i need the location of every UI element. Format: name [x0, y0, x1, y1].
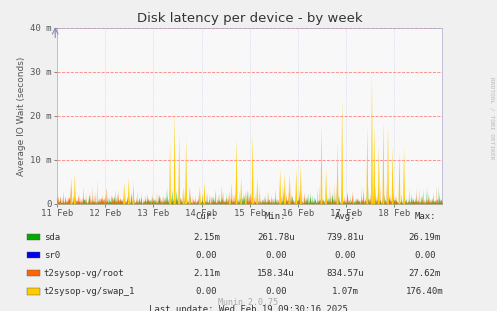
- Y-axis label: Average IO Wait (seconds): Average IO Wait (seconds): [17, 56, 26, 175]
- Text: 0.00: 0.00: [195, 251, 217, 260]
- Text: 0.00: 0.00: [265, 287, 287, 296]
- Text: t2sysop-vg/root: t2sysop-vg/root: [44, 269, 124, 278]
- Text: t2sysop-vg/swap_1: t2sysop-vg/swap_1: [44, 287, 135, 296]
- Text: 2.11m: 2.11m: [193, 269, 220, 278]
- Text: 1.07m: 1.07m: [332, 287, 359, 296]
- Text: Munin 2.0.75: Munin 2.0.75: [219, 298, 278, 307]
- Text: 2.15m: 2.15m: [193, 233, 220, 242]
- Text: 0.00: 0.00: [265, 251, 287, 260]
- Text: 739.81u: 739.81u: [327, 233, 364, 242]
- Title: Disk latency per device - by week: Disk latency per device - by week: [137, 12, 362, 26]
- Text: Min:: Min:: [265, 212, 287, 221]
- Text: 26.19m: 26.19m: [409, 233, 441, 242]
- Text: 0.00: 0.00: [334, 251, 356, 260]
- Text: 27.62m: 27.62m: [409, 269, 441, 278]
- Text: 834.57u: 834.57u: [327, 269, 364, 278]
- Text: 261.78u: 261.78u: [257, 233, 295, 242]
- Text: sr0: sr0: [44, 251, 60, 260]
- Text: RRDTOOL / TOBI OETIKER: RRDTOOL / TOBI OETIKER: [490, 77, 495, 160]
- Text: Last update: Wed Feb 19 09:30:16 2025: Last update: Wed Feb 19 09:30:16 2025: [149, 305, 348, 311]
- Text: Cur:: Cur:: [195, 212, 217, 221]
- Text: Max:: Max:: [414, 212, 436, 221]
- Text: 158.34u: 158.34u: [257, 269, 295, 278]
- Text: Avg:: Avg:: [334, 212, 356, 221]
- Text: sda: sda: [44, 233, 60, 242]
- Text: 0.00: 0.00: [414, 251, 436, 260]
- Text: 176.40m: 176.40m: [406, 287, 444, 296]
- Text: 0.00: 0.00: [195, 287, 217, 296]
